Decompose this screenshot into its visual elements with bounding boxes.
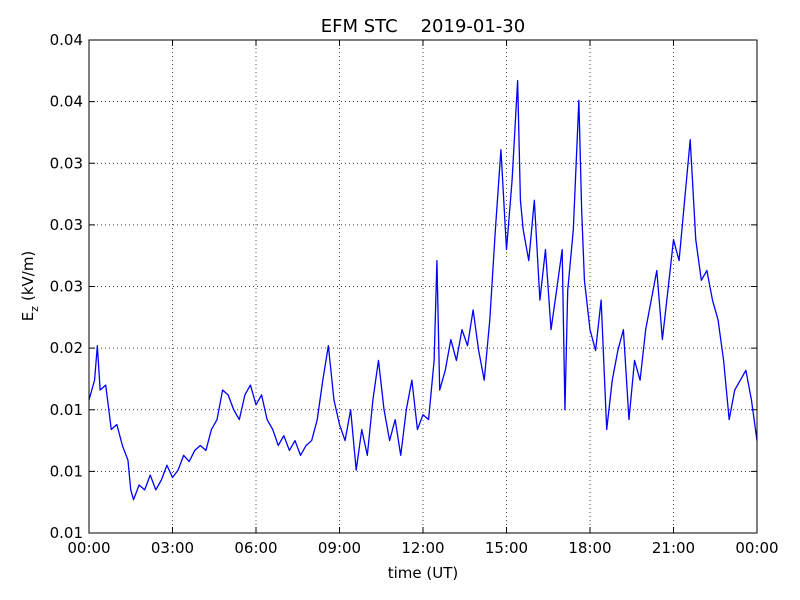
y-label-symbol: E <box>19 312 37 321</box>
x-tick-label: 00:00 <box>735 539 778 557</box>
x-tick-label: 03:00 <box>151 539 194 557</box>
y-tick-label: 0.01 <box>50 401 83 419</box>
plot-frame <box>88 39 758 534</box>
x-tick-label: 12:00 <box>401 539 444 557</box>
y-label-unit: (kV/m) <box>19 251 37 301</box>
y-tick-label: 0.03 <box>50 216 83 234</box>
x-axis-label: time (UT) <box>388 564 459 582</box>
x-tick-label: 21:00 <box>652 539 695 557</box>
y-axis-label: Ez (kV/m) <box>19 251 41 322</box>
x-tick-label: 06:00 <box>234 539 277 557</box>
x-tick-label: 18:00 <box>568 539 611 557</box>
chart-title: EFM STC 2019-01-30 <box>321 16 525 37</box>
x-tick-label: 00:00 <box>67 539 110 557</box>
y-tick-label: 0.01 <box>50 524 83 542</box>
y-tick-label: 0.01 <box>50 462 83 480</box>
y-tick-label: 0.02 <box>50 339 83 357</box>
y-tick-label: 0.04 <box>50 93 83 111</box>
data-line <box>88 80 758 501</box>
y-label-subscript: z <box>28 306 41 312</box>
x-tick-label: 09:00 <box>318 539 361 557</box>
x-tick-label: 15:00 <box>485 539 528 557</box>
y-tick-label: 0.03 <box>50 154 83 172</box>
plot-area: 0.01 0.01 0.01 0.02 0.03 0.03 0.03 0.04 0.04 00:0… <box>50 31 779 557</box>
y-tick-label: 0.04 <box>50 31 83 49</box>
y-tick-label: 0.03 <box>50 278 83 296</box>
